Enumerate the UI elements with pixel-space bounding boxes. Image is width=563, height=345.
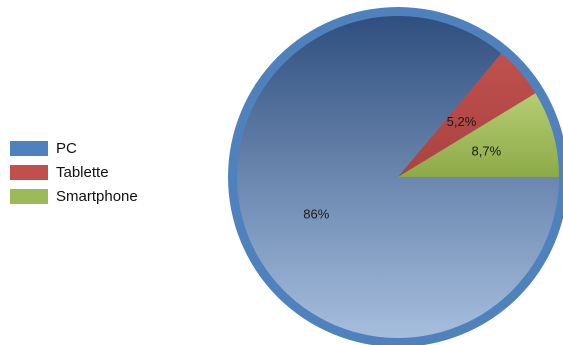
pie-slice-smartphone	[398, 93, 559, 177]
legend-item-tablette: Tablette	[10, 160, 138, 184]
legend-swatch-pc	[10, 140, 48, 156]
legend-item-pc: PC	[10, 136, 138, 160]
legend-label-pc: PC	[56, 139, 77, 157]
legend-swatch-tablette	[10, 164, 48, 180]
legend-label-tablette: Tablette	[56, 163, 109, 181]
legend-item-smartphone: Smartphone	[10, 184, 138, 208]
data-label-smartphone: 8,7%	[472, 144, 502, 159]
data-label-pc: 86%	[303, 207, 329, 222]
legend: PC Tablette Smartphone	[10, 136, 138, 208]
data-label-tablette: 5,2%	[447, 114, 477, 129]
pie-slice-pc	[237, 15, 559, 339]
legend-swatch-smartphone	[10, 188, 48, 204]
legend-label-smartphone: Smartphone	[56, 187, 138, 205]
pie-slice-tablette	[398, 53, 536, 178]
